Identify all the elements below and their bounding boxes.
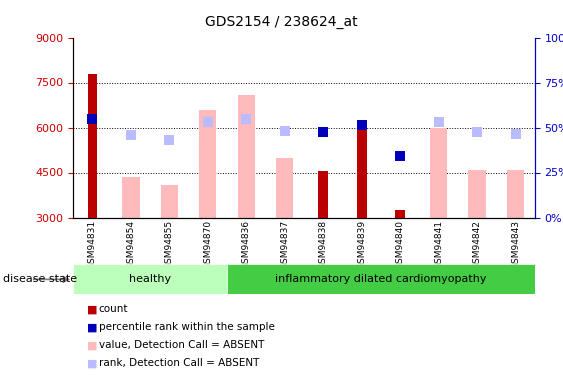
Text: GSM94870: GSM94870 — [203, 220, 212, 269]
Text: healthy: healthy — [129, 274, 171, 284]
Text: inflammatory dilated cardiomyopathy: inflammatory dilated cardiomyopathy — [275, 274, 486, 284]
Text: percentile rank within the sample: percentile rank within the sample — [99, 322, 274, 332]
Text: ■: ■ — [87, 322, 98, 332]
Text: count: count — [99, 304, 128, 314]
Text: GSM94842: GSM94842 — [473, 220, 481, 269]
Text: GSM94843: GSM94843 — [511, 220, 520, 269]
Bar — [430, 128, 448, 218]
Text: ■: ■ — [87, 358, 98, 368]
Text: disease state: disease state — [3, 274, 77, 284]
Text: GSM94836: GSM94836 — [242, 220, 251, 269]
Text: value, Detection Call = ABSENT: value, Detection Call = ABSENT — [99, 340, 264, 350]
Text: GSM94831: GSM94831 — [88, 220, 97, 269]
Bar — [199, 110, 217, 218]
Text: GSM94837: GSM94837 — [280, 220, 289, 269]
Text: GSM94854: GSM94854 — [127, 220, 135, 269]
Bar — [276, 158, 293, 218]
Text: GSM94839: GSM94839 — [358, 220, 366, 269]
Bar — [507, 170, 524, 217]
Bar — [468, 170, 486, 217]
Text: GSM94841: GSM94841 — [434, 220, 443, 269]
Bar — [238, 94, 255, 218]
Bar — [88, 74, 97, 217]
Text: ■: ■ — [87, 340, 98, 350]
Bar — [319, 171, 328, 217]
Text: GDS2154 / 238624_at: GDS2154 / 238624_at — [205, 15, 358, 29]
Text: rank, Detection Call = ABSENT: rank, Detection Call = ABSENT — [99, 358, 259, 368]
Bar — [160, 184, 178, 218]
Text: GSM94855: GSM94855 — [165, 220, 174, 269]
Bar — [73, 264, 227, 294]
Bar — [395, 210, 405, 218]
Bar — [122, 177, 140, 218]
Text: ■: ■ — [87, 304, 98, 314]
Bar — [227, 264, 535, 294]
Text: GSM94840: GSM94840 — [396, 220, 405, 269]
Text: GSM94838: GSM94838 — [319, 220, 328, 269]
Bar — [357, 126, 367, 218]
